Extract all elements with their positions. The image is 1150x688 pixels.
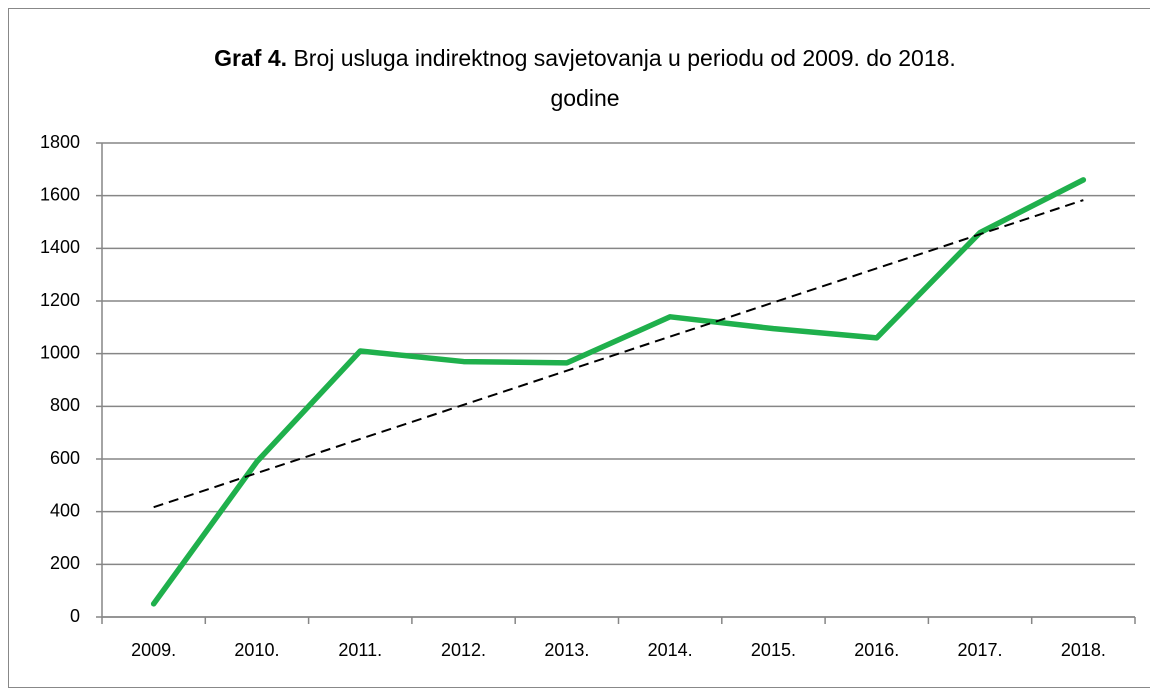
x-tick-label: 2013. [544,640,589,660]
y-tick-label: 1000 [40,342,80,362]
y-tick-label: 0 [70,606,80,626]
trend-line [153,199,1084,509]
x-tick-label: 2014. [648,640,693,660]
x-tick-label: 2011. [338,640,382,660]
chart-title: Graf 4. Broj usluga indirektnog savjetov… [200,38,970,118]
x-tick-label: 2010. [234,640,279,660]
x-tick-label: 2015. [751,640,796,660]
x-tick-label: 2017. [958,640,1003,660]
y-tick-label: 600 [50,448,80,468]
y-tick-label: 800 [50,395,80,415]
title-label: Graf 4. [214,45,288,71]
x-tick-label: 2018. [1061,640,1106,660]
y-tick-label: 1800 [40,132,80,152]
y-tick-label: 400 [50,500,80,520]
title-text: Broj usluga indirektnog savjetovanja u p… [293,45,956,111]
data-line [150,177,1087,607]
y-tick-label: 1400 [40,237,80,257]
y-tick-label: 200 [50,553,80,573]
y-tick-label: 1200 [40,290,80,310]
x-tick-label: 2016. [854,640,899,660]
x-tick-label: 2012. [441,640,486,660]
x-tick-label: 2009. [131,640,176,660]
y-tick-label: 1600 [40,184,80,204]
